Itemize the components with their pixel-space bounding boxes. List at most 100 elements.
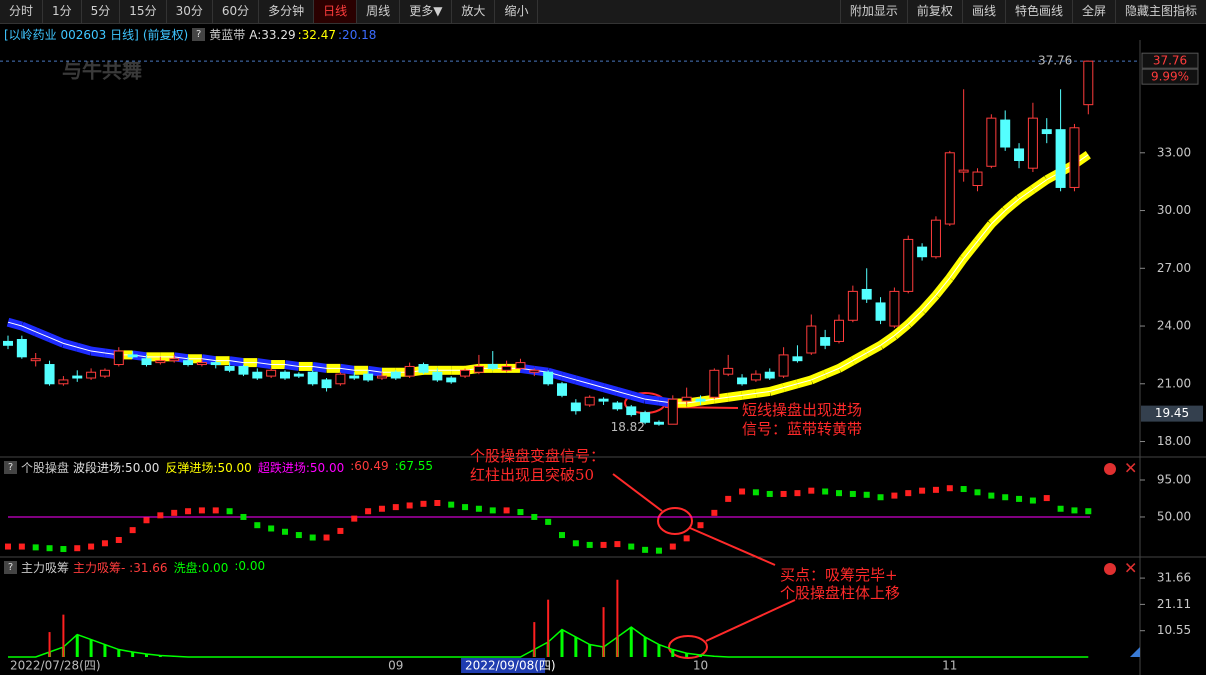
y-tick-label: 24.00 [1157,319,1191,333]
band-segment [836,356,856,373]
indicator-bar [337,527,344,534]
indicator-bar [628,543,635,550]
legend-entry: :67.55 [394,459,434,473]
candle-body [335,373,346,385]
toolbar-button[interactable]: 全屏 [1071,0,1115,23]
band-segment [62,339,79,352]
candle-body [750,373,761,381]
candle-body [944,152,955,225]
indicator-bar [545,518,552,525]
band-segment [616,387,633,400]
indicator-name: 主力吸筹 [21,561,70,575]
toolbar-button[interactable]: 15分 [120,0,167,23]
y-tick-label: 50.00 [1157,509,1191,523]
indicator-bar [572,540,579,547]
indicator-bar [559,532,565,539]
candle-body [709,369,720,398]
change-box [1141,68,1199,85]
toolbar-button[interactable]: 周线 [357,0,401,23]
toolbar-button[interactable]: 多分钟 [259,0,315,23]
toolbar-button[interactable]: 附加显示 [839,0,907,23]
candle-body [86,371,97,379]
candle-body [1041,129,1052,135]
candle-body [598,398,609,402]
band-segment [228,356,245,368]
toolbar-button[interactable]: 缩小 [495,0,539,23]
cursor-price-box [1141,405,1203,422]
annotation-shapes [612,392,796,659]
svg-text:✕: ✕ [1124,459,1137,478]
band-segment [755,387,771,398]
corner-marker [1130,647,1140,657]
candle-body [3,340,13,346]
last-price-box [1141,52,1199,69]
indicator-bar [171,509,178,516]
x-tick-label: 2022/07/28(四) [10,659,101,673]
candle-body [681,396,692,402]
x-tick-label: 09 [388,659,403,673]
indicator-bar [268,525,275,532]
annotation: 买点：吸筹完毕+ [780,566,898,584]
toolbar-button[interactable]: 日线 [314,0,358,23]
wash-line [8,626,1089,658]
indicator-bar [531,513,538,520]
indicator-bar [905,490,912,497]
help[interactable]: ? [4,561,17,574]
candle-body [1069,127,1080,188]
y-tick-label: 21.11 [1157,597,1191,611]
candle-body [72,375,83,379]
band-segment [658,396,674,408]
band-segment [6,317,24,331]
indicator-bar [46,545,53,552]
toolbar-button[interactable]: 特色画线 [1004,0,1072,23]
band-segment [644,394,660,406]
toolbar-button[interactable]: 画线 [961,0,1005,23]
change-label: 9.99% [1151,70,1189,84]
indicator-bar [18,543,25,550]
candle-body [1055,129,1066,188]
toolbar-button[interactable]: 5分 [82,0,121,23]
candle-body [487,364,498,369]
toolbar-button[interactable]: 隐藏主图指标 [1114,0,1206,23]
panel-icons[interactable]: ✕ ✕ [1104,459,1137,578]
indicator-bar [780,490,787,497]
help[interactable]: ? [4,461,17,474]
band-segment [1058,160,1077,176]
indicator-bar [32,544,39,551]
toolbar-button[interactable]: 更多▼ [400,0,453,23]
candle-body [501,365,512,371]
cursor-price-label: 19.45 [1155,406,1189,420]
toolbar-button[interactable]: 30分 [167,0,213,23]
indicator-bar [655,547,662,554]
candle-body [778,354,789,377]
indicator-bar [406,502,413,509]
indicator-bar [489,507,496,514]
indicator-name: 个股操盘 [21,461,70,475]
panel2-header: ? 个股操盘 波段进场:50.00 反弹进场:50.00 超跌进场:50.00:60… [4,459,433,476]
candle-body [473,365,484,373]
band-segment [76,342,93,356]
candle-body [930,219,941,258]
toolbar-button[interactable]: 分时 [0,0,44,23]
toolbar-button[interactable]: 放大 [452,0,496,23]
toolbar: 分时 1分 5分 15分 30分 60分 多分钟 日线 周线 更多▼ 放大 缩小 附加显示 前复权 画线 特色… [0,0,1206,24]
indicator-bar [517,509,524,516]
help[interactable]: ? [192,28,206,41]
toolbar-button[interactable]: 60分 [213,0,260,23]
candle-body [44,364,55,385]
candle-body [446,377,457,383]
candle-body [238,365,249,375]
indicator-bar [1071,507,1078,514]
indicator-bar [891,492,898,499]
toolbar-button[interactable]: 前复权 [906,0,962,23]
band-segment [533,365,549,377]
indicator-bar [932,486,939,493]
indicator-bar [877,494,884,501]
band-segment [519,363,535,375]
indicator-bar [919,487,926,494]
indicator-bar [752,489,759,496]
indicator-bar [822,488,829,495]
indicator-bar [586,541,593,548]
band-segment [1002,195,1022,214]
toolbar-button[interactable]: 1分 [43,0,82,23]
